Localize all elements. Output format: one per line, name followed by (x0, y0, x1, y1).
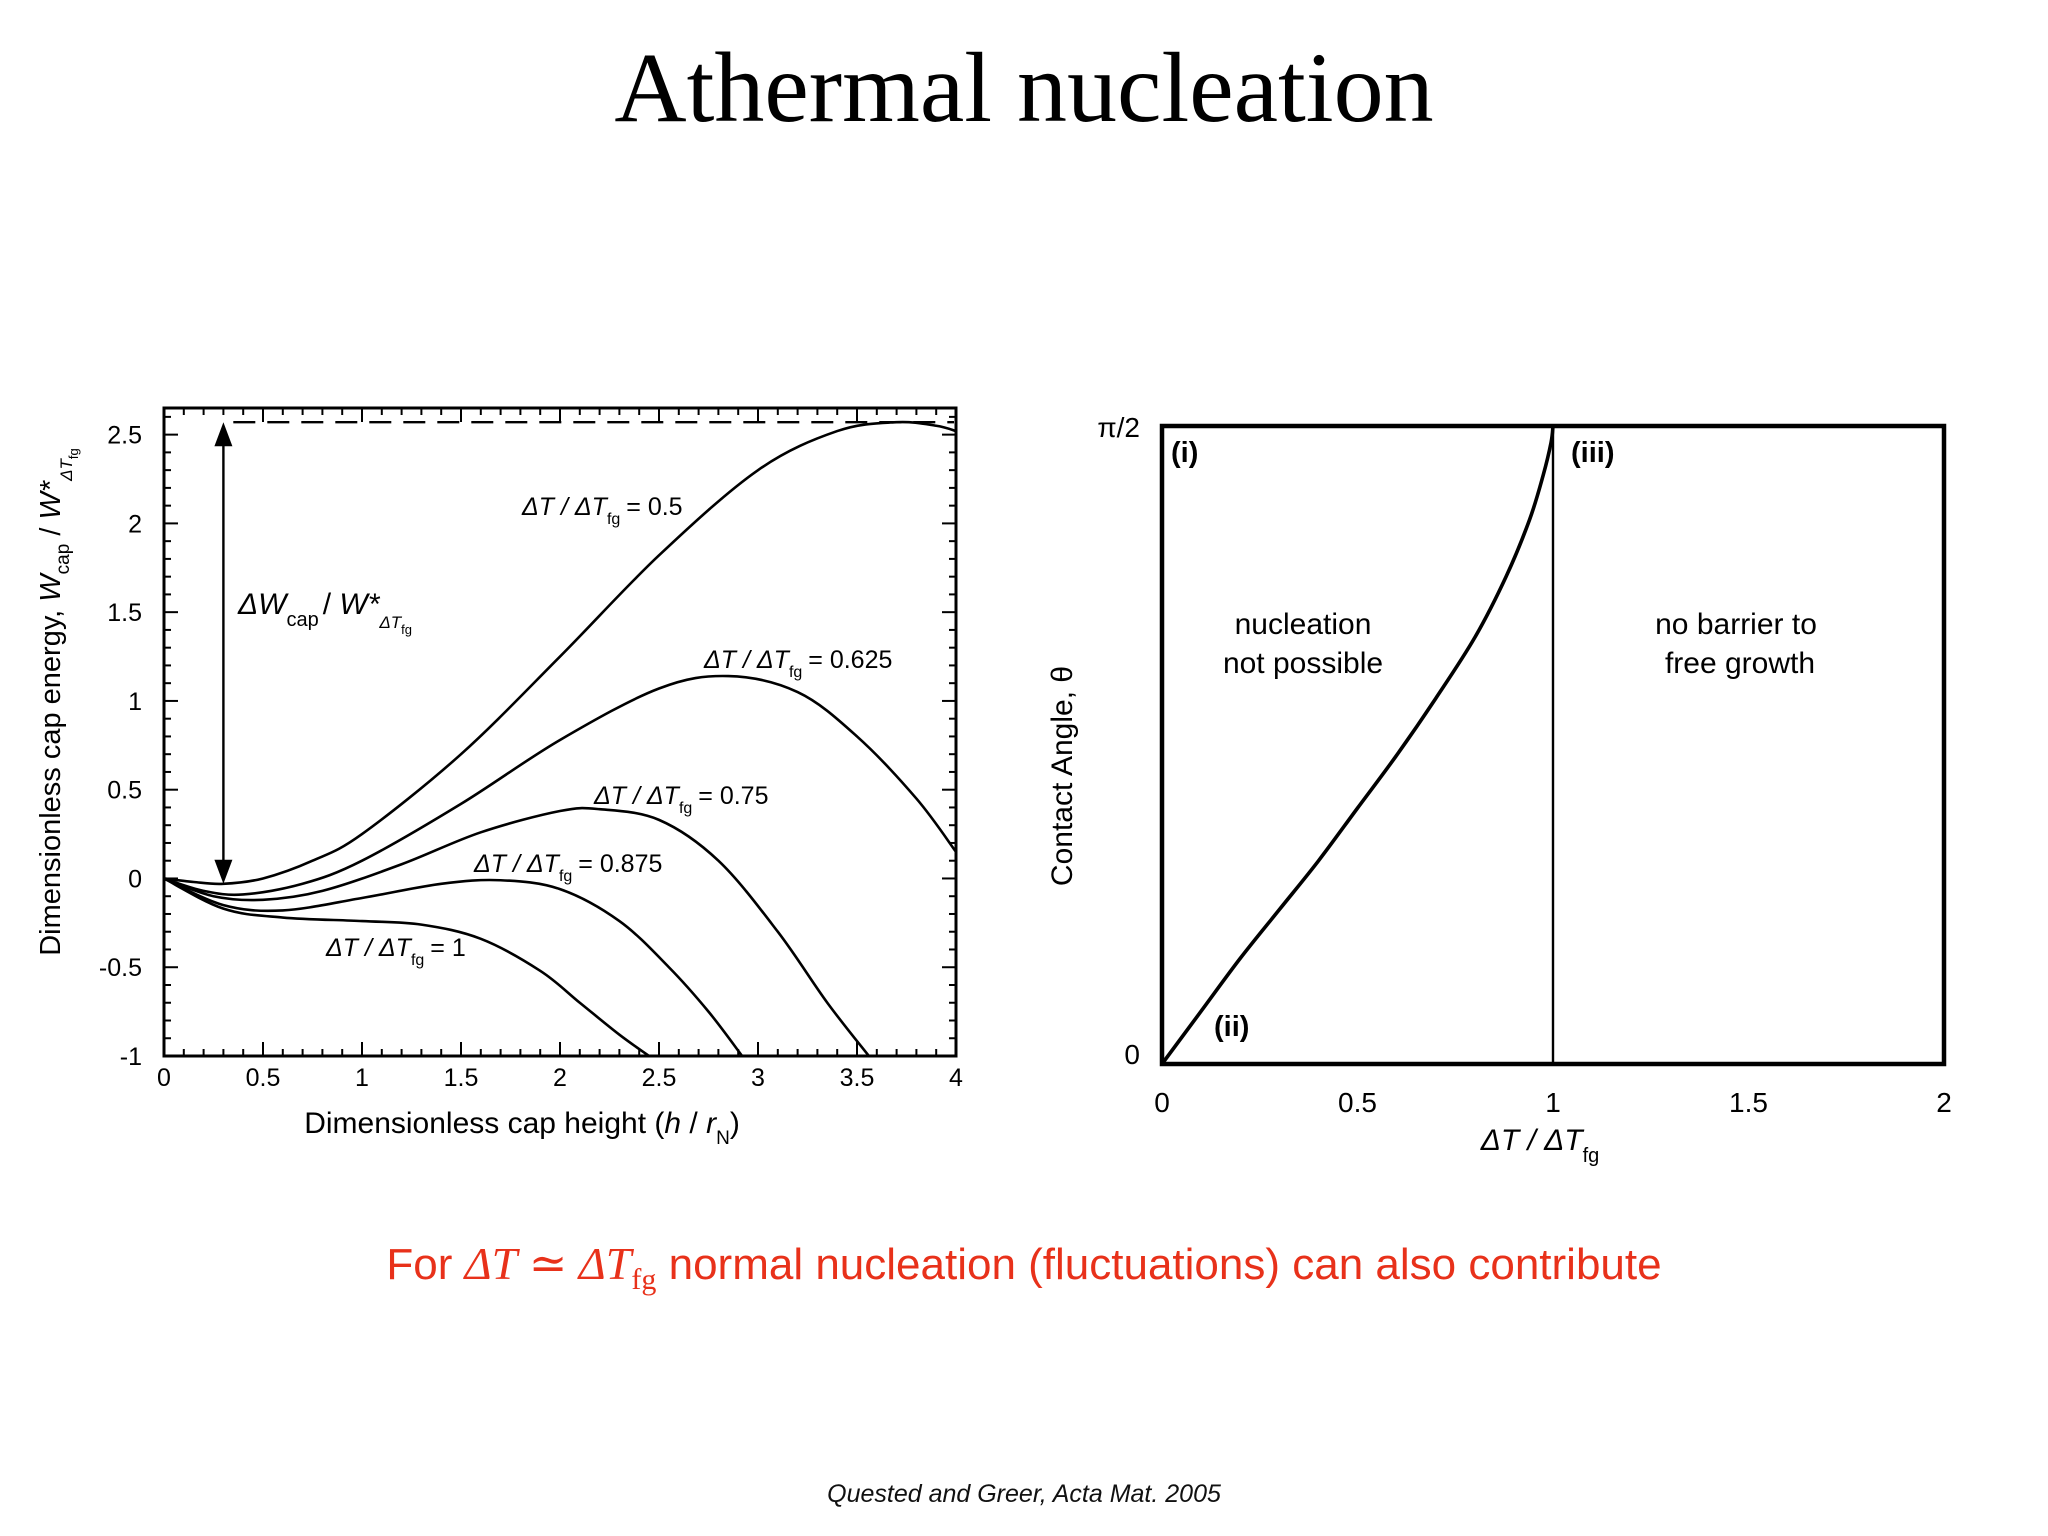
left-x-label: Dimensionless cap height (h / rN) (304, 1107, 740, 1149)
region-label-ii: (ii) (1214, 1011, 1249, 1043)
left-x-tick-label: 2 (553, 1064, 567, 1092)
left-y-tick-label: -0.5 (99, 954, 142, 982)
left-y-label: Dimensionless cap energy, Wcap / W*ΔTfg (35, 448, 81, 956)
right-x-tick-label: 0.5 (1338, 1087, 1377, 1118)
right-x-label: ΔT / ΔTfg (1480, 1124, 1600, 1167)
curve-series-4 (164, 877, 650, 1056)
region-left-line2: not possible (1223, 647, 1383, 680)
left-y-tick-label: -1 (120, 1043, 142, 1071)
slide-title: Athermal nucleation (614, 32, 1434, 143)
left-x-tick-label: 4 (949, 1064, 963, 1092)
region-label-i: (i) (1171, 437, 1198, 469)
region-right-line1: no barrier to (1655, 608, 1817, 641)
left-y-tick-label: 1.5 (107, 599, 142, 627)
right-y-tick-top: π/2 (1097, 412, 1140, 443)
left-y-tick-label: 2 (128, 510, 142, 538)
curve-label-0.75: ΔT / ΔTfg = 0.75 (593, 782, 768, 817)
curve-series-2 (164, 806, 870, 1056)
curve-series-3 (164, 877, 744, 1056)
curve-series-0 (164, 420, 956, 886)
curve-series-1 (164, 674, 956, 897)
curve-label-0.875: ΔT / ΔTfg = 0.875 (473, 850, 662, 885)
region-right-line2: free growth (1665, 647, 1815, 680)
note-math: ΔT ≃ ΔTfg (464, 1238, 657, 1297)
left-y-tick-label: 1 (128, 688, 142, 716)
right-y-label: Contact Angle, θ (1046, 666, 1079, 886)
right-x-tick-label: 0 (1154, 1087, 1170, 1118)
left-x-tick-label: 1.5 (444, 1064, 479, 1092)
left-y-tick-label: 2.5 (107, 422, 142, 450)
region-left-line1: nucleation (1235, 608, 1372, 641)
left-x-tick-label: 3.5 (840, 1064, 875, 1092)
right-x-tick-label: 1.5 (1729, 1087, 1768, 1118)
region-label-iii: (iii) (1571, 437, 1615, 469)
right-y-tick-zero: 0 (1124, 1039, 1140, 1070)
left-y-tick-label: 0.5 (107, 777, 142, 805)
curve-label-0.5: ΔT / ΔTfg = 0.5 (521, 493, 683, 528)
left-x-tick-label: 2.5 (642, 1064, 677, 1092)
arrow-head-up (214, 422, 233, 447)
left-x-tick-label: 3 (751, 1064, 765, 1092)
note-prefix: For (386, 1240, 465, 1289)
note-suffix: normal nucleation (fluctuations) can als… (656, 1240, 1662, 1289)
right-x-tick-label: 2 (1936, 1087, 1952, 1118)
right-x-tick-label: 1 (1545, 1087, 1561, 1118)
left-x-tick-label: 1 (355, 1064, 369, 1092)
boundary-curve (1160, 425, 1555, 1066)
curve-label-1: ΔT / ΔTfg = 1 (325, 934, 466, 969)
arrow-head-down (214, 859, 233, 884)
left-y-tick-label: 0 (128, 865, 142, 893)
footer-note: For ΔT ≃ ΔTfg normal nucleation (fluctua… (0, 1234, 2048, 1310)
left-x-tick-label: 0 (157, 1064, 171, 1092)
arrow-label: ΔWcap / W*ΔTfg (237, 588, 412, 637)
curve-label-0.625: ΔT / ΔTfg = 0.625 (703, 646, 892, 681)
left-x-tick-label: 0.5 (246, 1064, 281, 1092)
citation: Quested and Greer, Acta Mat. 2005 (827, 1480, 1221, 1508)
